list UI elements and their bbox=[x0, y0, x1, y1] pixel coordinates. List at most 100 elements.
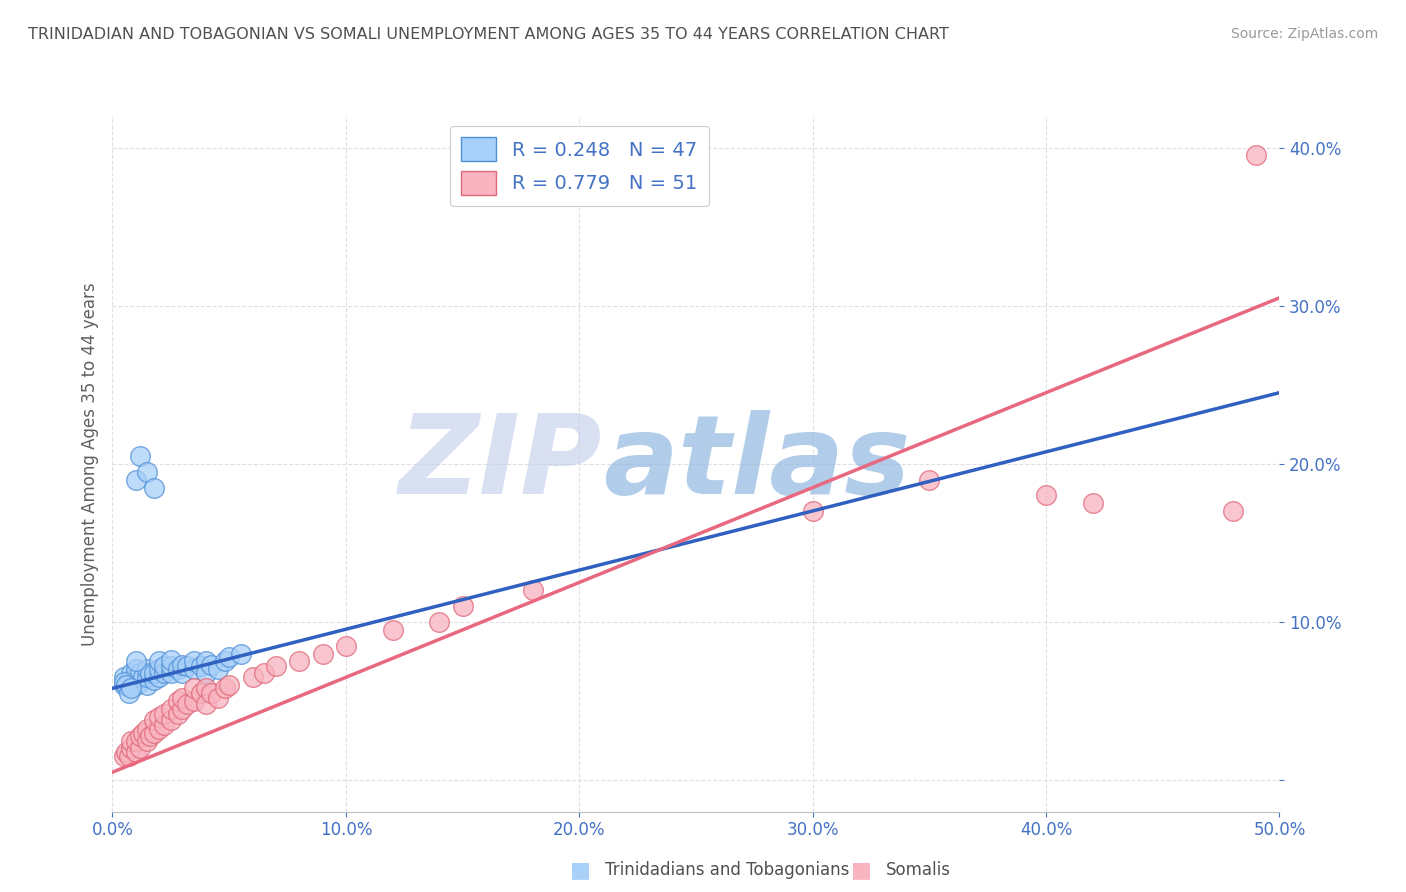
Point bbox=[200, 657, 222, 672]
Point bbox=[120, 665, 142, 680]
Point bbox=[194, 681, 217, 696]
Point bbox=[1244, 148, 1267, 162]
Text: TRINIDADIAN AND TOBAGONIAN VS SOMALI UNEMPLOYMENT AMONG AGES 35 TO 44 YEARS CORR: TRINIDADIAN AND TOBAGONIAN VS SOMALI UNE… bbox=[28, 27, 949, 42]
Point bbox=[125, 745, 148, 759]
Point bbox=[112, 749, 135, 764]
Point bbox=[143, 713, 166, 727]
Point bbox=[1035, 488, 1057, 502]
Point bbox=[139, 665, 162, 680]
Point bbox=[160, 659, 183, 673]
Point bbox=[120, 733, 142, 747]
Point bbox=[115, 745, 138, 759]
Point bbox=[160, 702, 183, 716]
Point bbox=[148, 655, 170, 669]
Point bbox=[143, 665, 166, 680]
Point bbox=[153, 659, 176, 673]
Point bbox=[136, 723, 159, 737]
Point bbox=[148, 670, 170, 684]
Point bbox=[166, 662, 188, 676]
Point bbox=[218, 649, 240, 664]
Point bbox=[183, 681, 205, 696]
Text: ■: ■ bbox=[569, 860, 591, 880]
Point bbox=[190, 659, 212, 673]
Point bbox=[160, 713, 183, 727]
Point bbox=[112, 670, 135, 684]
Text: Trinidadians and Tobagonians: Trinidadians and Tobagonians bbox=[605, 861, 849, 879]
Point bbox=[129, 729, 152, 743]
Point bbox=[143, 673, 166, 688]
Point bbox=[125, 662, 148, 676]
Point bbox=[522, 583, 544, 598]
Point bbox=[153, 717, 176, 731]
Point bbox=[118, 686, 141, 700]
Point bbox=[172, 690, 194, 705]
Point bbox=[218, 678, 240, 692]
Text: atlas: atlas bbox=[603, 410, 910, 517]
Point bbox=[143, 481, 166, 495]
Point bbox=[200, 686, 222, 700]
Point bbox=[120, 681, 142, 696]
Point bbox=[136, 465, 159, 479]
Point bbox=[176, 659, 198, 673]
Point bbox=[176, 697, 198, 711]
Point bbox=[139, 729, 162, 743]
Point bbox=[129, 675, 152, 690]
Point bbox=[153, 706, 176, 721]
Point bbox=[451, 599, 474, 614]
Point bbox=[172, 702, 194, 716]
Text: ■: ■ bbox=[851, 860, 872, 880]
Point bbox=[136, 662, 159, 676]
Point bbox=[194, 655, 217, 669]
Point bbox=[335, 639, 357, 653]
Point bbox=[183, 694, 205, 708]
Point bbox=[160, 665, 183, 680]
Point bbox=[148, 662, 170, 676]
Point bbox=[190, 686, 212, 700]
Point bbox=[160, 653, 183, 667]
Point bbox=[801, 504, 824, 518]
Point bbox=[183, 662, 205, 676]
Point bbox=[427, 615, 450, 629]
Point bbox=[1081, 496, 1104, 510]
Point bbox=[125, 678, 148, 692]
Point bbox=[143, 725, 166, 739]
Text: ZIP: ZIP bbox=[399, 410, 603, 517]
Point bbox=[194, 665, 217, 680]
Point bbox=[242, 670, 264, 684]
Point bbox=[207, 662, 229, 676]
Point bbox=[129, 741, 152, 756]
Y-axis label: Unemployment Among Ages 35 to 44 years: Unemployment Among Ages 35 to 44 years bbox=[80, 282, 98, 646]
Point bbox=[125, 733, 148, 747]
Point bbox=[115, 678, 138, 692]
Point bbox=[253, 665, 276, 680]
Point bbox=[125, 473, 148, 487]
Point bbox=[125, 670, 148, 684]
Point bbox=[918, 473, 941, 487]
Point bbox=[136, 733, 159, 747]
Point bbox=[129, 665, 152, 680]
Point bbox=[194, 697, 217, 711]
Point bbox=[148, 723, 170, 737]
Point bbox=[288, 655, 311, 669]
Point bbox=[118, 673, 141, 688]
Point bbox=[264, 659, 287, 673]
Point bbox=[166, 706, 188, 721]
Point bbox=[229, 647, 252, 661]
Point bbox=[381, 623, 404, 637]
Point bbox=[136, 678, 159, 692]
Point bbox=[311, 647, 333, 661]
Point bbox=[207, 690, 229, 705]
Point bbox=[112, 678, 135, 692]
Point bbox=[153, 665, 176, 680]
Point bbox=[132, 670, 155, 684]
Point bbox=[125, 655, 148, 669]
Point bbox=[172, 657, 194, 672]
Point bbox=[183, 655, 205, 669]
Point bbox=[1222, 504, 1244, 518]
Point bbox=[172, 665, 194, 680]
Point bbox=[136, 670, 159, 684]
Point bbox=[214, 655, 236, 669]
Point bbox=[166, 694, 188, 708]
Legend: R = 0.248   N = 47, R = 0.779   N = 51: R = 0.248 N = 47, R = 0.779 N = 51 bbox=[450, 126, 709, 206]
Point bbox=[112, 675, 135, 690]
